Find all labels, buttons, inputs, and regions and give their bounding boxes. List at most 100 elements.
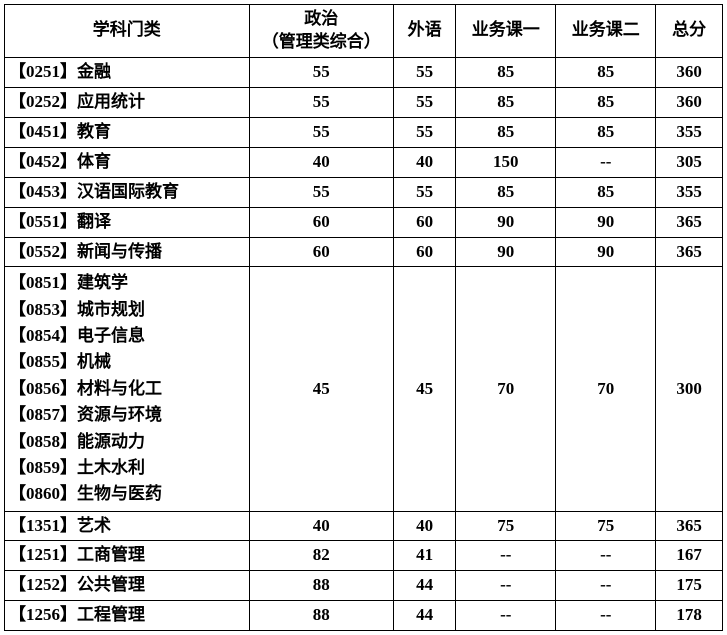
cell-course1: 90 [456, 237, 556, 267]
cell-foreign: 55 [394, 57, 456, 87]
cell-category: 【1256】工程管理 [5, 601, 250, 631]
cell-total: 355 [656, 117, 723, 147]
header-total: 总分 [656, 5, 723, 58]
cell-course2: 90 [556, 237, 656, 267]
cell-course1: 90 [456, 207, 556, 237]
cell-course2: 85 [556, 87, 656, 117]
cell-politics: 55 [249, 87, 393, 117]
cell-category: 【0552】新闻与传播 [5, 237, 250, 267]
cell-foreign: 55 [394, 177, 456, 207]
merged-cat-item: 【0853】城市规划 [9, 297, 243, 323]
cell-course1: -- [456, 571, 556, 601]
merged-cat-item: 【0855】机械 [9, 349, 243, 375]
cell-course2: 75 [556, 511, 656, 541]
cell-course1: 85 [456, 117, 556, 147]
cell-foreign: 40 [394, 511, 456, 541]
cell-course1: -- [456, 601, 556, 631]
table-row: 【1252】公共管理 88 44 -- -- 175 [5, 571, 723, 601]
cell-course2: 85 [556, 117, 656, 147]
cell-total: 360 [656, 87, 723, 117]
merged-cat-item: 【0851】建筑学 [9, 270, 243, 296]
cell-course2: -- [556, 147, 656, 177]
cell-politics: 55 [249, 117, 393, 147]
cell-category: 【0551】翻译 [5, 207, 250, 237]
cell-total: 365 [656, 207, 723, 237]
cell-foreign: 41 [394, 541, 456, 571]
table-body: 【0251】金融 55 55 85 85 360 【0252】应用统计 55 5… [5, 57, 723, 630]
cell-total: 360 [656, 57, 723, 87]
cell-total: 178 [656, 601, 723, 631]
cell-politics: 55 [249, 177, 393, 207]
header-row: 学科门类 政治 （管理类综合） 外语 业务课一 业务课二 总分 [5, 5, 723, 58]
cell-foreign: 40 [394, 147, 456, 177]
score-table: 学科门类 政治 （管理类综合） 外语 业务课一 业务课二 总分 【0251】金融… [4, 4, 723, 631]
cell-category: 【0251】金融 [5, 57, 250, 87]
merged-cat-item: 【0858】能源动力 [9, 429, 243, 455]
merged-cat-item: 【0856】材料与化工 [9, 376, 243, 402]
cell-foreign: 45 [394, 267, 456, 511]
cell-total: 365 [656, 237, 723, 267]
cell-politics: 88 [249, 601, 393, 631]
cell-course2: -- [556, 571, 656, 601]
cell-category: 【0452】体育 [5, 147, 250, 177]
cell-course1: -- [456, 541, 556, 571]
cell-foreign: 44 [394, 601, 456, 631]
cell-category: 【0252】应用统计 [5, 87, 250, 117]
header-foreign: 外语 [394, 5, 456, 58]
table-row: 【1251】工商管理 82 41 -- -- 167 [5, 541, 723, 571]
cell-course1: 85 [456, 177, 556, 207]
cell-politics: 82 [249, 541, 393, 571]
cell-category: 【0453】汉语国际教育 [5, 177, 250, 207]
header-category: 学科门类 [5, 5, 250, 58]
merged-cat-item: 【0854】电子信息 [9, 323, 243, 349]
table-row: 【1351】艺术 40 40 75 75 365 [5, 511, 723, 541]
cell-total: 175 [656, 571, 723, 601]
cell-total: 355 [656, 177, 723, 207]
cell-foreign: 44 [394, 571, 456, 601]
table-row: 【0552】新闻与传播 60 60 90 90 365 [5, 237, 723, 267]
table-row-merged: 【0851】建筑学 【0853】城市规划 【0854】电子信息 【0855】机械… [5, 267, 723, 511]
cell-course1: 150 [456, 147, 556, 177]
cell-total: 305 [656, 147, 723, 177]
table-row: 【0453】汉语国际教育 55 55 85 85 355 [5, 177, 723, 207]
table-row: 【0551】翻译 60 60 90 90 365 [5, 207, 723, 237]
cell-foreign: 60 [394, 237, 456, 267]
merged-cat-item: 【0860】生物与医药 [9, 481, 243, 507]
cell-course2: 85 [556, 57, 656, 87]
cell-course2: 70 [556, 267, 656, 511]
cell-course1: 85 [456, 57, 556, 87]
cell-course2: 90 [556, 207, 656, 237]
table-row: 【0451】教育 55 55 85 85 355 [5, 117, 723, 147]
cell-course2: 85 [556, 177, 656, 207]
header-course1: 业务课一 [456, 5, 556, 58]
cell-politics: 55 [249, 57, 393, 87]
cell-politics: 60 [249, 237, 393, 267]
table-row: 【0251】金融 55 55 85 85 360 [5, 57, 723, 87]
cell-course1: 85 [456, 87, 556, 117]
merged-cat-item: 【0857】资源与环境 [9, 402, 243, 428]
cell-category: 【0451】教育 [5, 117, 250, 147]
cell-course2: -- [556, 541, 656, 571]
merged-cat-item: 【0859】土木水利 [9, 455, 243, 481]
cell-course2: -- [556, 601, 656, 631]
cell-politics: 60 [249, 207, 393, 237]
table-row: 【1256】工程管理 88 44 -- -- 178 [5, 601, 723, 631]
cell-politics: 88 [249, 571, 393, 601]
cell-politics: 40 [249, 147, 393, 177]
cell-total: 300 [656, 267, 723, 511]
cell-total: 167 [656, 541, 723, 571]
cell-category: 【1351】艺术 [5, 511, 250, 541]
cell-course1: 70 [456, 267, 556, 511]
cell-category: 【1251】工商管理 [5, 541, 250, 571]
table-row: 【0452】体育 40 40 150 -- 305 [5, 147, 723, 177]
cell-total: 365 [656, 511, 723, 541]
table-row: 【0252】应用统计 55 55 85 85 360 [5, 87, 723, 117]
header-course2: 业务课二 [556, 5, 656, 58]
cell-course1: 75 [456, 511, 556, 541]
cell-foreign: 55 [394, 87, 456, 117]
cell-politics: 45 [249, 267, 393, 511]
cell-category-merged: 【0851】建筑学 【0853】城市规划 【0854】电子信息 【0855】机械… [5, 267, 250, 511]
cell-category: 【1252】公共管理 [5, 571, 250, 601]
cell-politics: 40 [249, 511, 393, 541]
cell-foreign: 55 [394, 117, 456, 147]
